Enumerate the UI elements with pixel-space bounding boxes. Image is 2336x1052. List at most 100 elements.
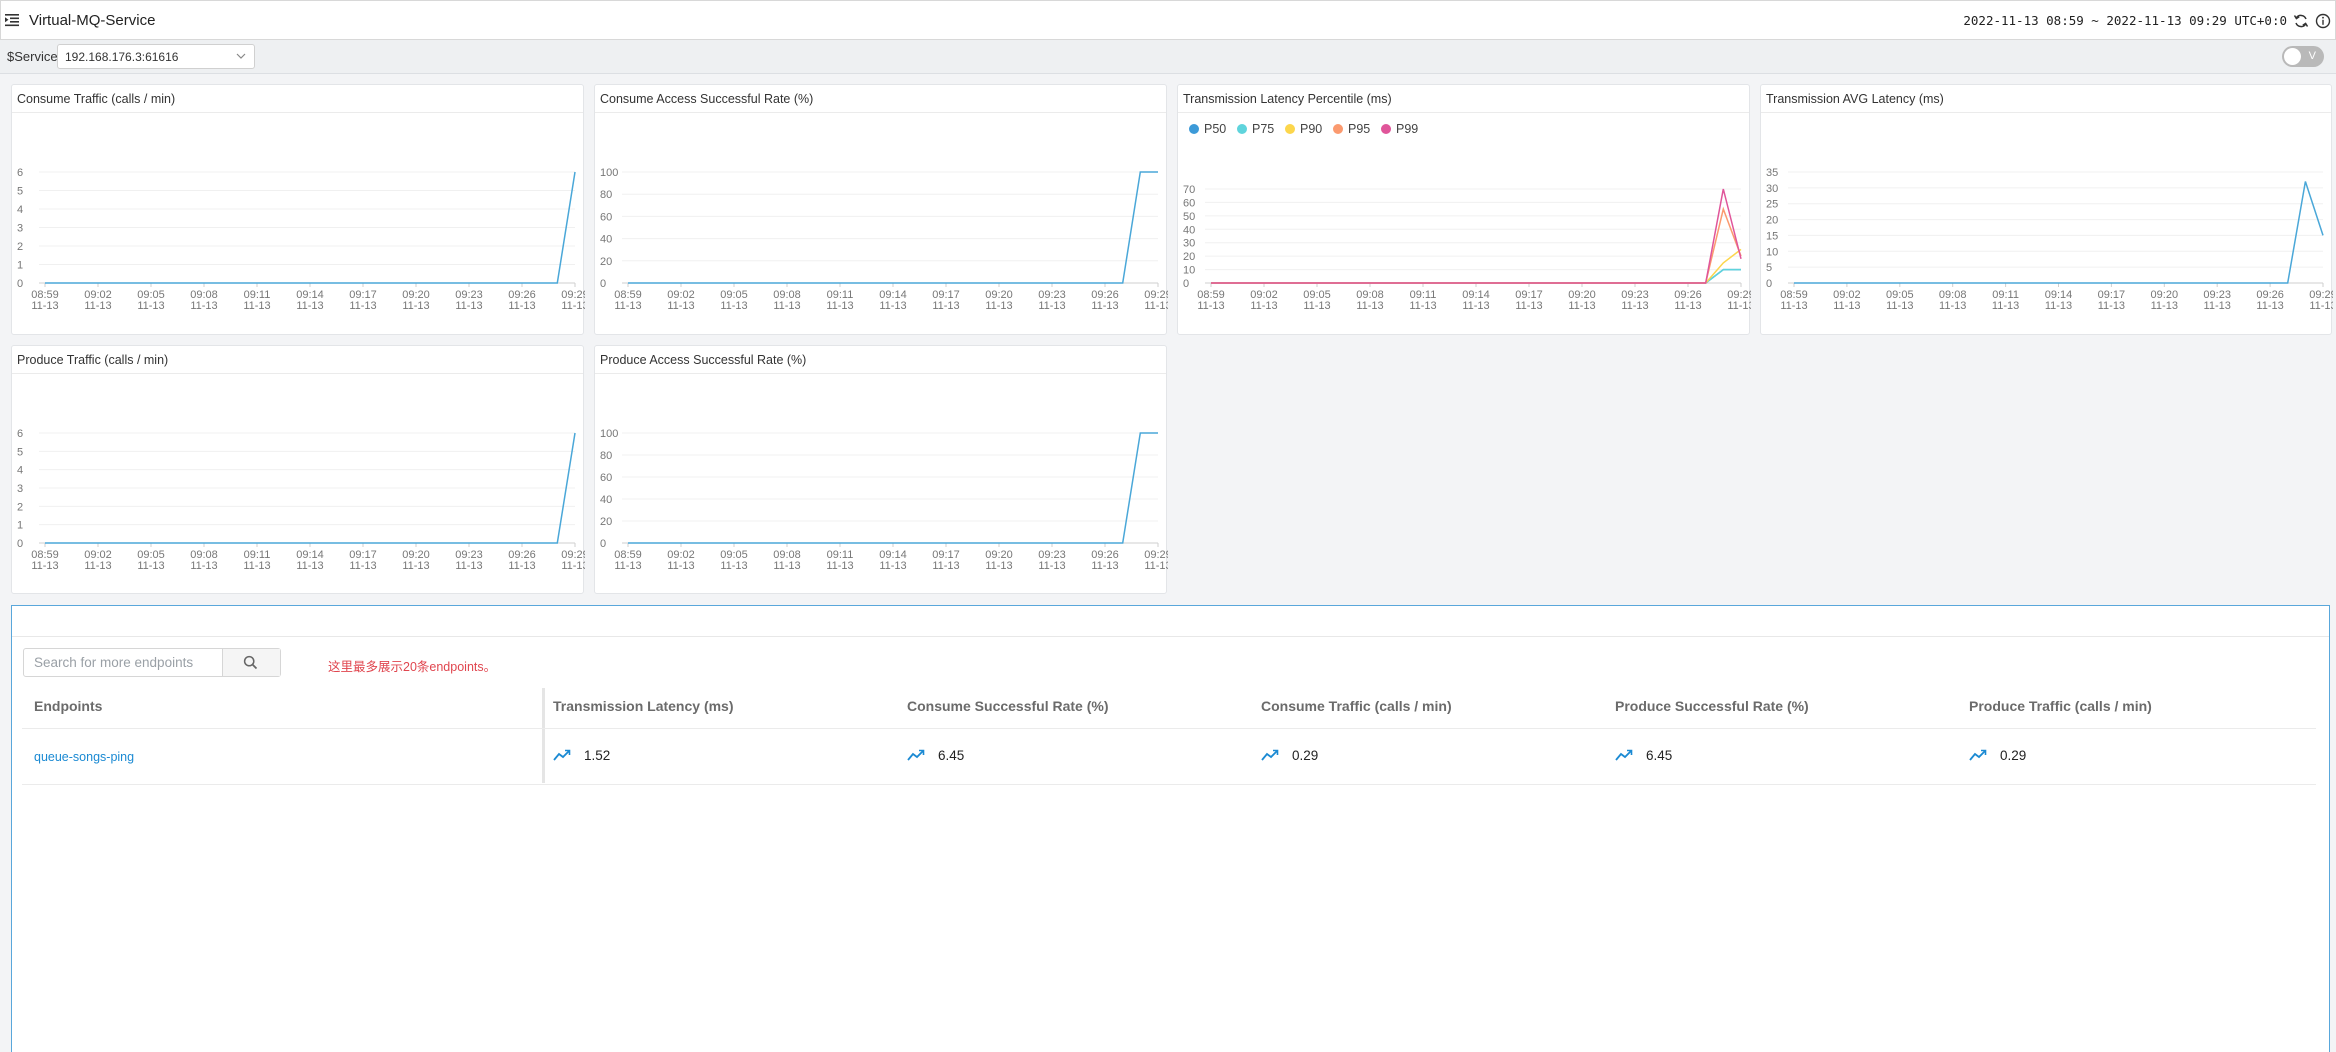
x-tick-label: 09:17 [2098, 289, 2126, 301]
legend-swatch [1189, 124, 1199, 134]
y-tick-label: 35 [1766, 167, 1778, 179]
y-tick-label: 5 [17, 186, 23, 198]
x-tick-label: 09:29 [561, 549, 585, 561]
search-button[interactable] [222, 649, 280, 676]
x-tick-date: 11-13 [1197, 300, 1224, 312]
p90-series-line [1211, 248, 1742, 284]
x-tick-label: 08:59 [31, 289, 59, 301]
y-tick-label: 100 [600, 428, 618, 440]
y-tick-label: 20 [600, 256, 612, 268]
avg-latency-chart[interactable]: 0510152025303508:5911-1309:0211-1309:051… [1761, 113, 2333, 335]
x-tick-date: 11-13 [31, 560, 58, 572]
p50-series-line [1211, 268, 1741, 284]
legend-swatch [1333, 124, 1343, 134]
x-tick-date: 11-13 [1091, 560, 1118, 572]
y-tick-label: 15 [1766, 230, 1778, 242]
trend-icon[interactable] [553, 749, 571, 761]
produce-access-rate-chart[interactable]: 02040608010008:5911-1309:0211-1309:0511-… [595, 374, 1168, 594]
endpoint-search[interactable] [23, 648, 281, 677]
p75-series-line [1211, 268, 1741, 284]
service-select[interactable]: 192.168.176.3:61616 [57, 44, 255, 69]
x-tick-label: 08:59 [1780, 289, 1808, 301]
legend-label: P95 [1348, 122, 1370, 136]
x-tick-date: 11-13 [1038, 300, 1065, 312]
timezone[interactable]: UTC+0:0 [2234, 13, 2287, 28]
x-tick-date: 11-13 [879, 560, 906, 572]
y-tick-label: 80 [600, 450, 612, 462]
y-tick-label: 2 [17, 501, 23, 513]
x-tick-date: 11-13 [243, 560, 270, 572]
endpoint-link[interactable]: queue-songs-ping [34, 750, 135, 764]
x-tick-date: 11-13 [773, 300, 800, 312]
trend-icon[interactable] [1969, 749, 1987, 761]
x-tick-label: 08:59 [614, 289, 642, 301]
produce-access-rate-card: Produce Access Successful Rate (%) 0 20 40… [594, 345, 1168, 594]
x-tick-date: 11-13 [137, 560, 164, 572]
trend-icon[interactable] [1615, 749, 1633, 761]
x-tick-date: 11-13 [349, 300, 376, 312]
card-title: Produce Access Successful Rate (%) [600, 353, 807, 367]
x-tick-date: 11-13 [84, 560, 111, 572]
y-tick-label: 20 [1766, 215, 1778, 227]
x-tick-label: 09:29 [2309, 289, 2333, 301]
time-range[interactable]: 2022-11-13 08:59 ~ 2022-11-13 09:29 UTC+… [1963, 13, 2287, 28]
y-tick-label: 2 [17, 241, 23, 253]
y-tick-label: 3 [17, 223, 23, 235]
x-tick-date: 11-13 [1727, 300, 1751, 312]
x-tick-date: 11-13 [1144, 560, 1168, 572]
y-tick-label: 0 [1766, 278, 1772, 290]
y-tick-label: 0 [17, 278, 23, 290]
x-tick-label: 08:59 [31, 549, 59, 561]
x-tick-label: 09:11 [827, 549, 854, 561]
produce-traffic-card: Produce Traffic (calls / min) 0 1 2 3 4 5 6 08:… [11, 345, 585, 594]
view-toggle[interactable]: V [2282, 46, 2324, 67]
refresh-icon[interactable] [2293, 13, 2309, 29]
legend-label: P90 [1300, 122, 1322, 136]
x-tick-date: 11-13 [2256, 300, 2283, 312]
consume-traffic-chart[interactable]: 012345608:5911-1309:0211-1309:0511-1309:… [12, 113, 585, 335]
x-tick-label: 09:08 [1356, 289, 1384, 301]
x-tick-label: 09:02 [667, 289, 695, 301]
x-tick-date: 11-13 [31, 300, 58, 312]
x-tick-label: 09:20 [402, 549, 430, 561]
x-tick-date: 11-13 [2045, 300, 2072, 312]
x-tick-label: 09:23 [455, 549, 483, 561]
x-tick-date: 11-13 [1303, 300, 1330, 312]
x-tick-label: 09:02 [1833, 289, 1861, 301]
card-title: Produce Traffic (calls / min) [17, 353, 169, 367]
y-tick-label: 4 [17, 465, 23, 477]
card-title: Consume Access Successful Rate (%) [600, 92, 814, 106]
x-tick-date: 11-13 [1621, 300, 1648, 312]
time-range-value[interactable]: 2022-11-13 08:59 ~ 2022-11-13 09:29 [1963, 13, 2227, 28]
card-title: Transmission Latency Percentile (ms) [1183, 92, 1392, 106]
trend-icon[interactable] [907, 749, 925, 761]
latency-percentile-chart[interactable]: 01020304050607008:5911-1309:0211-1309:05… [1178, 113, 1751, 335]
y-tick-label: 30 [1183, 238, 1195, 250]
x-tick-label: 09:11 [827, 289, 854, 301]
page-title: Virtual-MQ-Service [29, 12, 156, 29]
produce-traffic-chart[interactable]: 012345608:5911-1309:0211-1309:0511-1309:… [12, 374, 585, 594]
x-tick-label: 09:08 [1939, 289, 1967, 301]
x-tick-date: 11-13 [1462, 300, 1489, 312]
x-tick-label: 09:11 [244, 289, 271, 301]
y-tick-label: 0 [600, 538, 606, 550]
x-tick-label: 09:11 [1992, 289, 2019, 301]
x-tick-label: 09:26 [508, 549, 536, 561]
y-tick-label: 60 [1183, 197, 1195, 209]
divider [1761, 112, 2331, 113]
x-tick-label: 09:11 [1410, 289, 1437, 301]
x-tick-label: 09:20 [402, 289, 430, 301]
avg-latency-card: Transmission AVG Latency (ms) 0 5 10 15 20 25… [1760, 84, 2333, 335]
x-tick-date: 11-13 [985, 560, 1012, 572]
divider [12, 636, 2329, 637]
consume-access-rate-chart[interactable]: 02040608010008:5911-1309:0211-1309:0511-… [595, 113, 1168, 335]
column-resize-handle[interactable] [542, 688, 545, 783]
trend-icon[interactable] [1261, 749, 1279, 761]
menu-fold-icon[interactable] [5, 13, 19, 27]
y-tick-label: 60 [600, 211, 612, 223]
x-tick-label: 09:11 [244, 549, 271, 561]
info-icon[interactable] [2315, 13, 2331, 29]
search-input[interactable] [24, 649, 222, 676]
y-tick-label: 6 [17, 167, 23, 179]
x-tick-date: 11-13 [1568, 300, 1595, 312]
